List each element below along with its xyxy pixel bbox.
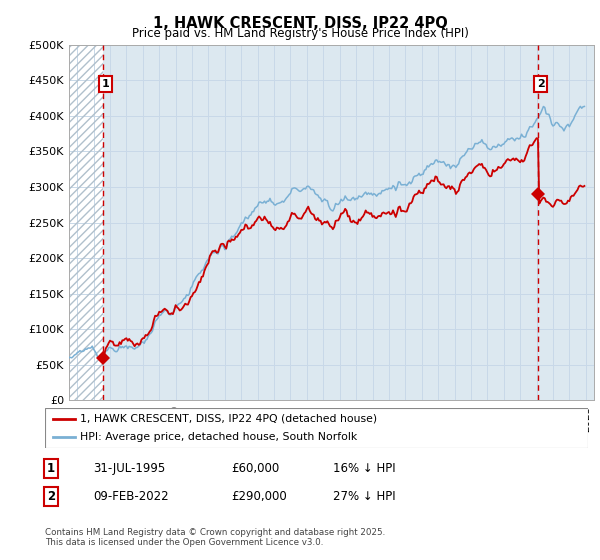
Text: 31-JUL-1995: 31-JUL-1995 — [93, 462, 165, 475]
Text: 1, HAWK CRESCENT, DISS, IP22 4PQ (detached house): 1, HAWK CRESCENT, DISS, IP22 4PQ (detach… — [80, 414, 377, 423]
Text: 1: 1 — [47, 462, 55, 475]
Bar — [69, 45, 103, 400]
Text: 27% ↓ HPI: 27% ↓ HPI — [333, 490, 395, 503]
Text: £60,000: £60,000 — [231, 462, 279, 475]
Text: 2: 2 — [537, 79, 545, 89]
Text: 1: 1 — [102, 79, 109, 89]
Text: 16% ↓ HPI: 16% ↓ HPI — [333, 462, 395, 475]
Text: Contains HM Land Registry data © Crown copyright and database right 2025.
This d: Contains HM Land Registry data © Crown c… — [45, 528, 385, 547]
Text: 1, HAWK CRESCENT, DISS, IP22 4PQ: 1, HAWK CRESCENT, DISS, IP22 4PQ — [152, 16, 448, 31]
Text: HPI: Average price, detached house, South Norfolk: HPI: Average price, detached house, Sout… — [80, 432, 358, 442]
FancyBboxPatch shape — [45, 408, 588, 448]
Text: 09-FEB-2022: 09-FEB-2022 — [93, 490, 169, 503]
Text: Price paid vs. HM Land Registry's House Price Index (HPI): Price paid vs. HM Land Registry's House … — [131, 27, 469, 40]
Bar — [69, 45, 103, 400]
Text: 2: 2 — [47, 490, 55, 503]
Text: £290,000: £290,000 — [231, 490, 287, 503]
